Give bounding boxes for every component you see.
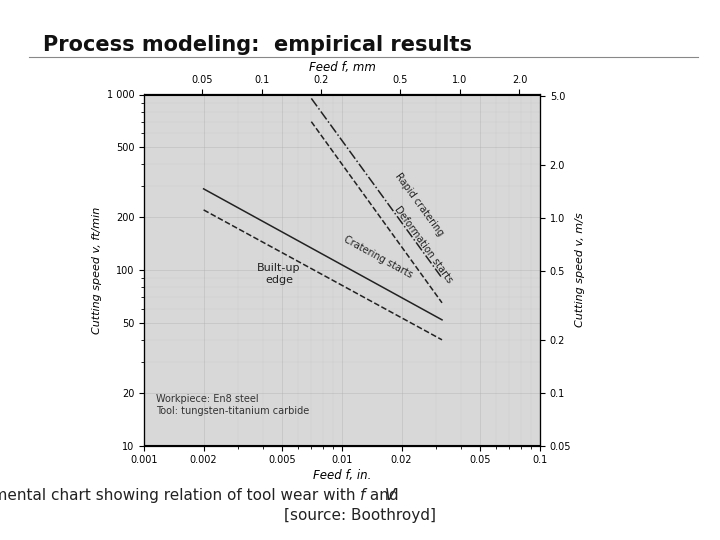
Text: V: V (385, 488, 395, 503)
X-axis label: Feed f, mm: Feed f, mm (309, 60, 375, 73)
X-axis label: Feed f, in.: Feed f, in. (312, 469, 372, 482)
Y-axis label: Cutting speed v, m/s: Cutting speed v, m/s (575, 213, 585, 327)
Y-axis label: Cutting speed v, ft/min: Cutting speed v, ft/min (92, 206, 102, 334)
Text: Deformation starts: Deformation starts (392, 204, 454, 285)
Text: Workpiece: En8 steel
Tool: tungsten-titanium carbide: Workpiece: En8 steel Tool: tungsten-tita… (156, 394, 310, 416)
Text: and: and (365, 488, 403, 503)
Text: Rapid cratering: Rapid cratering (392, 171, 445, 238)
Text: Cratering starts: Cratering starts (342, 234, 414, 280)
Text: Process modeling:  empirical results: Process modeling: empirical results (43, 35, 472, 55)
Text: [source: Boothroyd]: [source: Boothroyd] (284, 508, 436, 523)
Text: Experimental chart showing relation of tool wear with: Experimental chart showing relation of t… (0, 488, 360, 503)
Text: f: f (360, 488, 365, 503)
Text: Built-up
edge: Built-up edge (257, 263, 301, 285)
